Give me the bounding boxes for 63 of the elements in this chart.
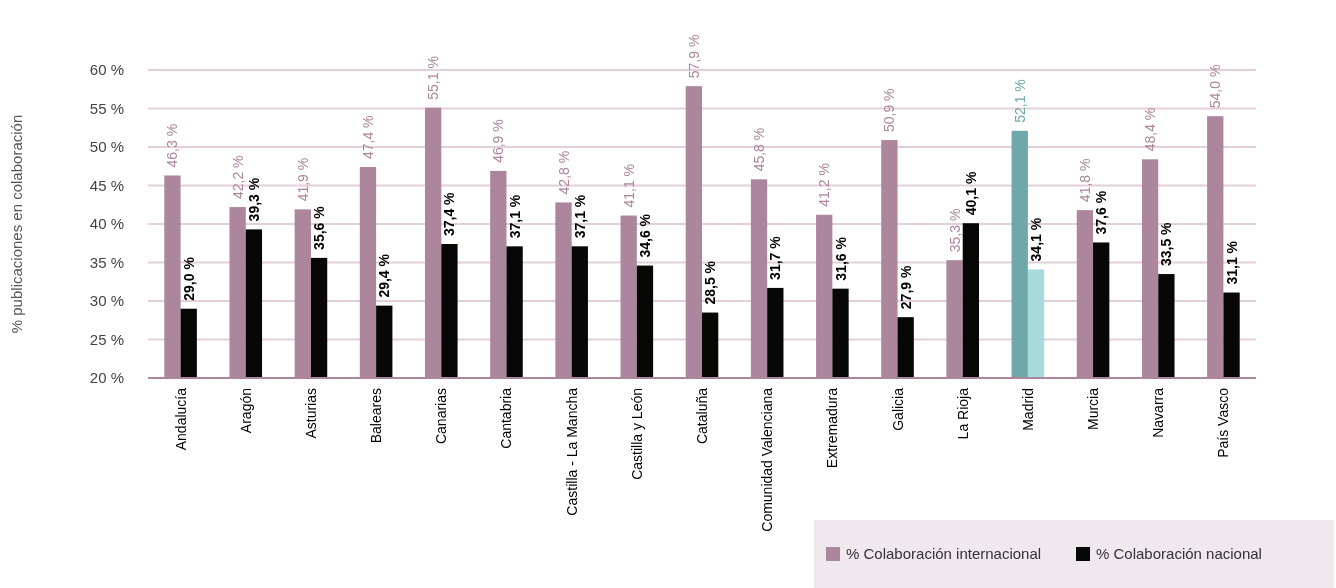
data-label: 31,6 % — [832, 236, 849, 281]
x-tick-label: Aragón — [237, 388, 254, 434]
x-tick-label: Madrid — [1019, 388, 1036, 431]
x-tick-label: Canarias — [433, 388, 450, 445]
data-label: 37,1 % — [571, 194, 588, 239]
data-label: 34,1 % — [1028, 217, 1045, 262]
data-label: 45,8 % — [751, 127, 768, 172]
data-label: 47,4 % — [359, 115, 376, 160]
data-label: 31,1 % — [1223, 240, 1240, 285]
data-label: 39,3 % — [245, 177, 262, 222]
data-label: 37,1 % — [506, 194, 523, 239]
data-label: 37,6 % — [1093, 190, 1110, 235]
x-tick-label: Castilla y León — [628, 388, 645, 480]
y-tick-label: 20 % — [89, 369, 124, 387]
data-label: 37,4 % — [441, 191, 458, 237]
x-tick-label: Andalucía — [172, 387, 189, 451]
data-label: 40,1 % — [962, 171, 979, 216]
y-tick-label: 60 % — [89, 61, 124, 79]
x-tick-label: Baleares — [368, 388, 385, 444]
data-label: 41,9 % — [294, 157, 311, 202]
legend-label: % Colaboración internacional — [846, 545, 1042, 563]
data-label: 27,9 % — [897, 265, 914, 310]
x-tick-label: Cantabria — [498, 387, 515, 449]
data-label: 41,2 % — [816, 163, 833, 207]
x-tick-label: Extremadura — [824, 387, 841, 469]
x-tick-label: País Vasco — [1215, 387, 1232, 458]
data-label: 34,6 % — [636, 213, 653, 258]
data-label: 31,7 % — [767, 235, 784, 280]
x-tick-label: Comunidad Valenciana — [759, 387, 776, 532]
y-tick-label: 55 % — [89, 99, 124, 117]
legend-label: % Colaboración nacional — [1096, 545, 1262, 563]
data-label: 35,3 % — [946, 208, 963, 253]
data-label: 28,5 % — [702, 260, 719, 305]
data-label: 55,1 % — [425, 56, 442, 100]
y-tick-label: 30 % — [89, 292, 124, 310]
y-axis-title: % publicaciones en colaboración — [8, 114, 25, 334]
data-label: 29,4 % — [376, 253, 393, 298]
data-label: 54,0 % — [1207, 64, 1224, 109]
x-tick-label: Cataluña — [694, 387, 710, 445]
data-label: 46,9 % — [490, 119, 507, 163]
data-label: 29,0 % — [180, 256, 197, 301]
data-label: 50,9 % — [881, 88, 898, 133]
x-tick-label: Navarra — [1150, 387, 1167, 438]
data-label: 35,6 % — [311, 205, 328, 250]
x-tick-label: Asturias — [302, 388, 319, 439]
y-tick-label: 35 % — [89, 253, 124, 271]
data-label: 57,9 % — [685, 34, 702, 79]
data-label: 52,1 % — [1011, 79, 1028, 123]
data-label: 42,2 % — [229, 155, 246, 200]
y-tick-label: 40 % — [89, 215, 124, 233]
data-label: 33,5 % — [1158, 221, 1175, 267]
data-label: 41,8 % — [1076, 158, 1093, 203]
x-tick-label: La Rioja — [954, 387, 971, 440]
data-label: 46,3 % — [164, 123, 181, 168]
x-tick-label: Castilla - La Mancha — [563, 387, 580, 516]
data-label: 41,1 % — [620, 163, 637, 208]
x-tick-label: Galicia — [889, 387, 906, 431]
y-tick-label: 25 % — [89, 330, 124, 348]
data-label: 48,4 % — [1142, 107, 1159, 152]
y-tick-label: 50 % — [89, 138, 124, 156]
y-tick-label: 45 % — [89, 176, 124, 194]
data-label: 42,8 % — [555, 150, 572, 195]
x-tick-label: Murcia — [1085, 387, 1102, 431]
